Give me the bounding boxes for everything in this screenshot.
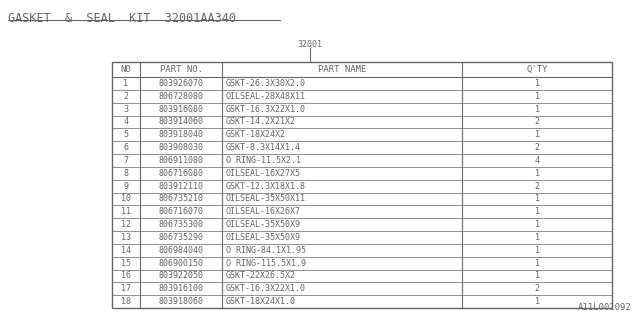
Text: 12: 12 <box>121 220 131 229</box>
Text: 5: 5 <box>124 130 129 139</box>
Text: 1: 1 <box>534 130 540 139</box>
Text: OILSEAL-16X27X5: OILSEAL-16X27X5 <box>226 169 301 178</box>
Text: 1: 1 <box>534 169 540 178</box>
Text: OILSEAL-28X48X11: OILSEAL-28X48X11 <box>226 92 306 101</box>
Text: 806728080: 806728080 <box>159 92 204 101</box>
Text: GSKT-18X24X2: GSKT-18X24X2 <box>226 130 286 139</box>
Text: 2: 2 <box>124 92 129 101</box>
Text: O RING-11.5X2.1: O RING-11.5X2.1 <box>226 156 301 165</box>
Text: 2: 2 <box>534 143 540 152</box>
Text: 9: 9 <box>124 181 129 191</box>
Text: GSKT-8.3X14X1.4: GSKT-8.3X14X1.4 <box>226 143 301 152</box>
Text: GSKT-12.3X18X1.8: GSKT-12.3X18X1.8 <box>226 181 306 191</box>
Text: 803926070: 803926070 <box>159 79 204 88</box>
Text: GSKT-16.3X22X1.0: GSKT-16.3X22X1.0 <box>226 105 306 114</box>
Text: 13: 13 <box>121 233 131 242</box>
Text: GSKT-14.2X21X2: GSKT-14.2X21X2 <box>226 117 296 126</box>
Text: OILSEAL-35X50X9: OILSEAL-35X50X9 <box>226 233 301 242</box>
Text: 806735300: 806735300 <box>159 220 204 229</box>
Text: GASKET  &  SEAL  KIT  32001AA340: GASKET & SEAL KIT 32001AA340 <box>8 12 236 25</box>
Text: 3: 3 <box>124 105 129 114</box>
Text: OILSEAL-16X26X7: OILSEAL-16X26X7 <box>226 207 301 216</box>
Text: 806716080: 806716080 <box>159 169 204 178</box>
Text: 803908030: 803908030 <box>159 143 204 152</box>
Text: 803916080: 803916080 <box>159 105 204 114</box>
Text: 1: 1 <box>534 246 540 255</box>
Text: 16: 16 <box>121 271 131 280</box>
Text: O RING-84.1X1.95: O RING-84.1X1.95 <box>226 246 306 255</box>
Text: 32001: 32001 <box>298 40 323 49</box>
Text: 15: 15 <box>121 259 131 268</box>
Text: 1: 1 <box>534 220 540 229</box>
Text: 1: 1 <box>534 105 540 114</box>
Text: 7: 7 <box>124 156 129 165</box>
Text: 806735210: 806735210 <box>159 195 204 204</box>
Text: NO: NO <box>120 65 131 74</box>
Text: 1: 1 <box>534 92 540 101</box>
Text: GSKT-22X26.5X2: GSKT-22X26.5X2 <box>226 271 296 280</box>
Text: GSKT-26.3X30X2.0: GSKT-26.3X30X2.0 <box>226 79 306 88</box>
Text: 6: 6 <box>124 143 129 152</box>
Text: 803922050: 803922050 <box>159 271 204 280</box>
Text: 4: 4 <box>124 117 129 126</box>
Text: 803918040: 803918040 <box>159 130 204 139</box>
Text: 806984040: 806984040 <box>159 246 204 255</box>
Text: OILSEAL-35X50X11: OILSEAL-35X50X11 <box>226 195 306 204</box>
Text: GSKT-18X24X1.0: GSKT-18X24X1.0 <box>226 297 296 306</box>
Text: 2: 2 <box>534 284 540 293</box>
Text: 806735290: 806735290 <box>159 233 204 242</box>
Text: 803916100: 803916100 <box>159 284 204 293</box>
Text: 806911080: 806911080 <box>159 156 204 165</box>
Text: 4: 4 <box>534 156 540 165</box>
Text: 14: 14 <box>121 246 131 255</box>
Text: 806716070: 806716070 <box>159 207 204 216</box>
Text: 2: 2 <box>534 117 540 126</box>
Text: 803914060: 803914060 <box>159 117 204 126</box>
Text: 1: 1 <box>124 79 129 88</box>
Text: Q'TY: Q'TY <box>526 65 548 74</box>
Text: 806900150: 806900150 <box>159 259 204 268</box>
Text: 1: 1 <box>534 195 540 204</box>
Text: 1: 1 <box>534 233 540 242</box>
Text: GSKT-16.3X22X1.0: GSKT-16.3X22X1.0 <box>226 284 306 293</box>
Text: O RING-115.5X1.9: O RING-115.5X1.9 <box>226 259 306 268</box>
Text: 10: 10 <box>121 195 131 204</box>
Text: 17: 17 <box>121 284 131 293</box>
Text: PART NAME: PART NAME <box>318 65 366 74</box>
Text: A11L001092: A11L001092 <box>579 303 632 312</box>
Text: 803918060: 803918060 <box>159 297 204 306</box>
Text: 1: 1 <box>534 207 540 216</box>
Text: 803912110: 803912110 <box>159 181 204 191</box>
Text: 11: 11 <box>121 207 131 216</box>
Text: OILSEAL-35X50X9: OILSEAL-35X50X9 <box>226 220 301 229</box>
Text: PART NO.: PART NO. <box>159 65 202 74</box>
Text: 1: 1 <box>534 259 540 268</box>
Text: 1: 1 <box>534 79 540 88</box>
Text: 8: 8 <box>124 169 129 178</box>
Text: 18: 18 <box>121 297 131 306</box>
Text: 1: 1 <box>534 297 540 306</box>
Text: 1: 1 <box>534 271 540 280</box>
Bar <box>112 62 612 308</box>
Text: 2: 2 <box>534 181 540 191</box>
